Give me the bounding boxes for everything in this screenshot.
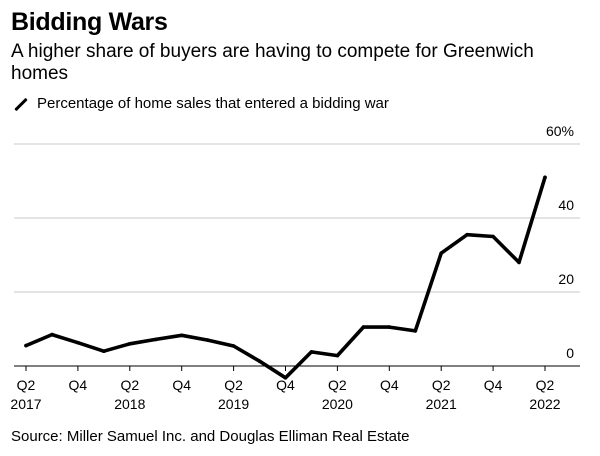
x-tick-quarter-label: Q4 (484, 377, 503, 393)
data-point (361, 325, 366, 329)
data-point (179, 333, 184, 338)
x-axis: Q2 2017 Q4 Q2 2018 Q4 Q2 2019 Q4 Q2 2020 Q4 Q2 2021 Q4… (10, 366, 561, 412)
data-point (335, 353, 340, 358)
grid-lines (14, 143, 580, 367)
data-point (24, 343, 28, 348)
x-tick-quarter-label: Q4 (172, 377, 191, 393)
data-point (76, 340, 80, 345)
x-tick-quarter-label: Q2 (224, 377, 243, 393)
data-point (387, 325, 392, 329)
data-point (439, 251, 444, 255)
x-tick-year-label: 2019 (218, 396, 249, 412)
y-axis-labels: 0 20 40 60% (546, 123, 574, 361)
data-point (205, 338, 210, 342)
data-point (128, 342, 132, 346)
data-point (309, 350, 314, 354)
x-tick-year-label: 2022 (529, 396, 560, 412)
x-tick-quarter-label: Q2 (120, 377, 139, 393)
x-tick-year-label: 2021 (426, 396, 457, 412)
series-line-0 (24, 175, 547, 380)
data-point (154, 337, 158, 342)
data-point (102, 349, 106, 354)
chart-title: Bidding Wars (11, 8, 168, 36)
data-point (413, 329, 418, 333)
data-point (50, 332, 54, 337)
x-tick-year-label: 2018 (114, 396, 145, 412)
legend-label: Percentage of home sales that entered a … (37, 95, 389, 112)
data-point (543, 175, 547, 180)
data-point (491, 234, 495, 239)
x-tick-quarter-label: Q2 (432, 377, 451, 393)
legend: Percentage of home sales that entered a … (11, 95, 389, 112)
data-point (517, 260, 521, 265)
y-tick-label-20: 20 (558, 271, 574, 287)
y-tick-label-0: 0 (566, 345, 574, 361)
x-tick-quarter-label: Q2 (536, 377, 555, 393)
y-tick-label-40: 40 (558, 197, 574, 213)
series-layer (24, 175, 547, 380)
source-note: Source: Miller Samuel Inc. and Douglas E… (11, 428, 410, 445)
chart-subtitle: A higher share of buyers are having to c… (11, 41, 534, 84)
data-point (465, 232, 469, 237)
x-tick-quarter-label: Q2 (17, 377, 36, 393)
data-point (257, 359, 262, 364)
x-tick-quarter-label: Q4 (380, 377, 399, 393)
x-tick-quarter-label: Q2 (328, 377, 347, 393)
x-tick-year-label: 2020 (322, 396, 353, 412)
data-point (231, 344, 236, 348)
x-tick-year-label: 2017 (10, 396, 41, 412)
x-tick-quarter-label: Q4 (276, 377, 295, 393)
data-point (283, 376, 288, 380)
x-tick-quarter-label: Q4 (69, 377, 88, 393)
y-tick-label-60: 60% (546, 123, 574, 139)
